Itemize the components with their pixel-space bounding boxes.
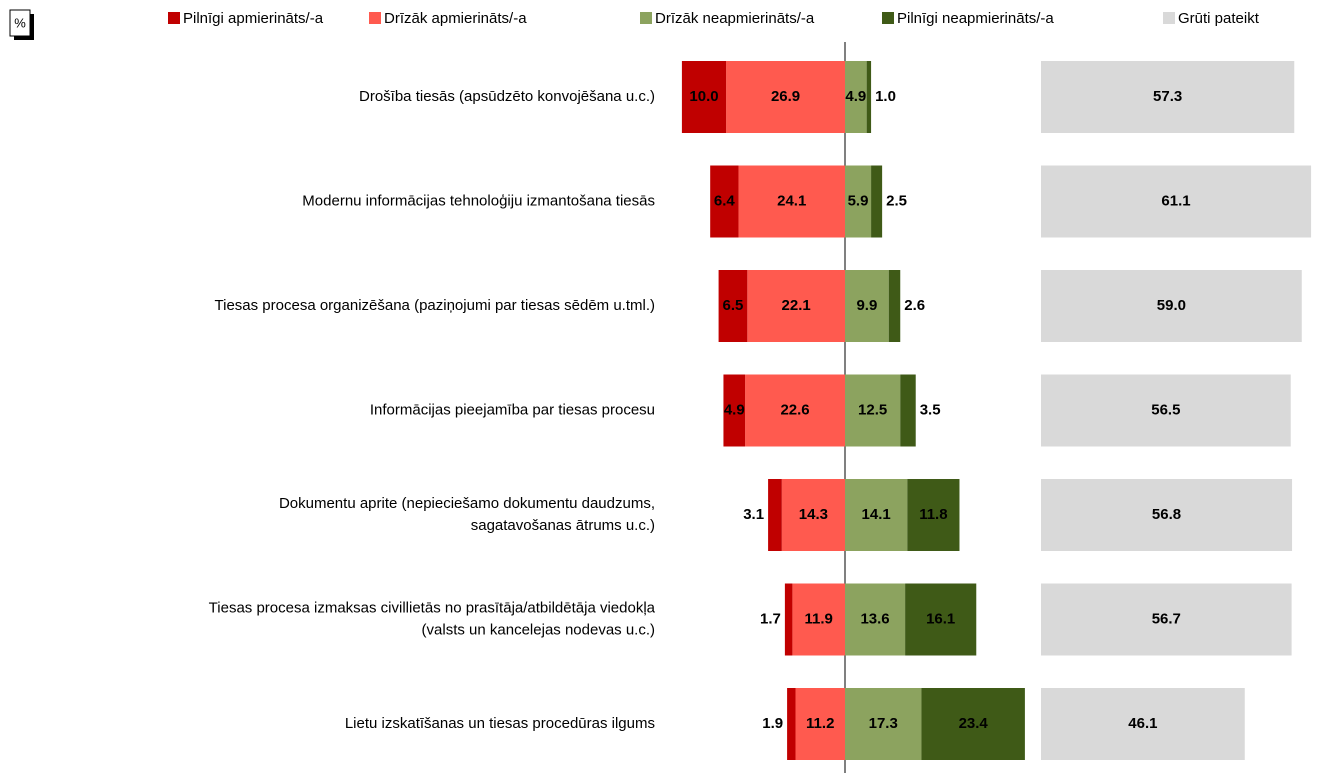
value-label: 56.7 <box>1152 610 1181 627</box>
category-label: Drošība tiesās (apsūdzēto konvojēšana u.… <box>359 88 655 105</box>
bar-segment <box>787 688 796 760</box>
value-label: 46.1 <box>1128 715 1157 732</box>
bar-segment <box>792 583 845 656</box>
value-label: 1.0 <box>875 88 896 105</box>
value-label: 11.9 <box>805 610 833 627</box>
category-label: sagatavošanas ātrums u.c.) <box>471 517 655 534</box>
bar-segment <box>871 165 883 238</box>
bar-segment <box>845 61 867 133</box>
bar-segment <box>900 374 916 447</box>
bar-segment <box>723 374 746 447</box>
category-label: (valsts un kancelejas nodevas u.c.) <box>422 621 655 638</box>
category-label: Tiesas procesa izmaksas civillietās no p… <box>209 599 656 616</box>
value-label: 23.4 <box>959 715 989 732</box>
category-label: Dokumentu aprite (nepieciešamo dokumentu… <box>279 495 655 512</box>
value-label: 5.9 <box>848 192 869 209</box>
legend-swatch <box>369 12 381 24</box>
legend-label: Pilnīgi apmierināts/-a <box>183 10 324 27</box>
unit-box <box>9 9 31 37</box>
value-label: 24.1 <box>777 192 806 209</box>
value-label: 14.1 <box>862 506 891 523</box>
bar-segment <box>1041 583 1292 656</box>
value-label: 16.1 <box>926 610 955 627</box>
bar-segment <box>681 61 727 133</box>
legend-label: Drīzāk apmierināts/-a <box>384 10 527 27</box>
value-label: 3.5 <box>920 401 941 418</box>
bar-segment <box>795 688 845 760</box>
value-label: 6.4 <box>714 192 736 209</box>
bar-segment <box>845 165 872 238</box>
bar-segment <box>710 165 739 238</box>
legend-label: Pilnīgi neapmierināts/-a <box>897 10 1054 27</box>
bar-segment <box>845 270 889 342</box>
bar-segment <box>1041 165 1312 238</box>
value-label: 61.1 <box>1161 192 1190 209</box>
value-label: 14.3 <box>799 506 828 523</box>
value-label: 22.6 <box>780 401 809 418</box>
bar-segment <box>905 583 977 656</box>
bar-segment <box>845 374 901 447</box>
bar-segment <box>907 479 960 551</box>
bar-segment <box>845 479 908 551</box>
value-label: 22.1 <box>782 297 811 314</box>
category-label: Informācijas pieejamība par tiesas proce… <box>370 401 655 418</box>
bar-segment <box>738 165 845 238</box>
bar-segment <box>866 61 872 133</box>
value-label: 3.1 <box>743 506 764 523</box>
bar-segment <box>888 270 901 342</box>
value-label: 10.0 <box>689 88 718 105</box>
bar-segment <box>1041 374 1291 447</box>
legend-swatch <box>1163 12 1175 24</box>
legend-label: Drīzāk neapmierināts/-a <box>655 10 815 27</box>
value-label: 11.8 <box>919 506 947 523</box>
category-label: Modernu informācijas tehnoloģiju izmanto… <box>302 192 655 209</box>
category-label: Lietu izskatīšanas un tiesas procedūras … <box>345 715 655 732</box>
legend-swatch <box>168 12 180 24</box>
bar-segment <box>718 270 748 342</box>
unit-label: % <box>14 15 26 30</box>
value-label: 2.6 <box>904 297 925 314</box>
value-label: 9.9 <box>856 297 877 314</box>
bar-segment <box>768 479 782 551</box>
value-label: 1.7 <box>760 610 781 627</box>
value-label: 13.6 <box>860 610 889 627</box>
bar-segment <box>781 479 845 551</box>
value-label: 4.9 <box>724 401 745 418</box>
value-label: 1.9 <box>762 715 783 732</box>
legend-swatch <box>882 12 894 24</box>
bar-segment <box>845 583 906 656</box>
value-label: 57.3 <box>1153 88 1182 105</box>
bar-segment <box>1041 270 1302 342</box>
bar-segment <box>745 374 845 447</box>
value-label: 4.9 <box>845 88 866 105</box>
legend-swatch <box>640 12 652 24</box>
value-label: 2.5 <box>886 192 907 209</box>
value-label: 59.0 <box>1157 297 1186 314</box>
value-label: 12.5 <box>858 401 887 418</box>
bar-segment <box>1041 61 1295 133</box>
value-label: 56.5 <box>1151 401 1180 418</box>
bar-segment <box>747 270 845 342</box>
value-label: 6.5 <box>723 297 744 314</box>
value-label: 56.8 <box>1152 506 1181 523</box>
bar-segment <box>845 688 922 760</box>
bar-segment <box>1041 688 1245 760</box>
bar-segment <box>1041 479 1293 551</box>
value-label: 26.9 <box>771 88 800 105</box>
bar-segment <box>921 688 1025 760</box>
category-label: Tiesas procesa organizēšana (paziņojumi … <box>215 297 655 314</box>
bar-segment <box>784 583 793 656</box>
value-label: 17.3 <box>869 715 898 732</box>
value-label: 11.2 <box>806 715 834 732</box>
bar-segment <box>726 61 845 133</box>
legend-label: Grūti pateikt <box>1178 10 1260 27</box>
